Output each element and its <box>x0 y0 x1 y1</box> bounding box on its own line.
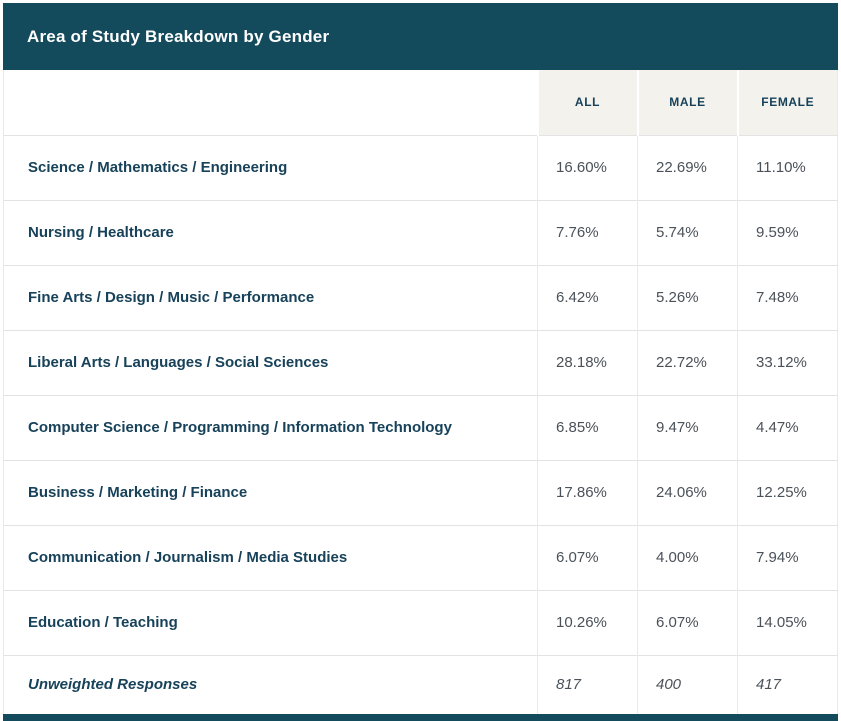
row-label: Nursing / Healthcare <box>3 199 538 265</box>
card-title-banner: Area of Study Breakdown by Gender <box>3 3 838 70</box>
value-all: 28.18% <box>537 329 638 395</box>
value-all: 6.42% <box>537 264 638 330</box>
value-female: 7.48% <box>737 264 838 330</box>
table-row: Communication / Journalism / Media Studi… <box>3 524 838 590</box>
table-row: Business / Marketing / Finance 17.86% 24… <box>3 459 838 525</box>
table-row: Fine Arts / Design / Music / Performance… <box>3 264 838 330</box>
value-all: 7.76% <box>537 199 638 265</box>
value-male: 5.26% <box>637 264 738 330</box>
value-female: 12.25% <box>737 459 838 525</box>
value-male: 6.07% <box>637 589 738 655</box>
table-row: Liberal Arts / Languages / Social Scienc… <box>3 329 838 395</box>
row-label: Science / Mathematics / Engineering <box>3 134 538 200</box>
value-all: 6.85% <box>537 394 638 460</box>
value-male: 9.47% <box>637 394 738 460</box>
value-male: 400 <box>637 654 738 714</box>
value-male: 4.00% <box>637 524 738 590</box>
table-row: Science / Mathematics / Engineering 16.6… <box>3 134 838 200</box>
column-header-row: ALL MALE FEMALE <box>3 70 838 135</box>
value-all: 17.86% <box>537 459 638 525</box>
study-breakdown-card: Area of Study Breakdown by Gender ALL MA… <box>3 3 838 721</box>
value-all: 10.26% <box>537 589 638 655</box>
value-all: 16.60% <box>537 134 638 200</box>
table-row: Computer Science / Programming / Informa… <box>3 394 838 460</box>
value-male: 22.72% <box>637 329 738 395</box>
value-male: 5.74% <box>637 199 738 265</box>
row-label: Unweighted Responses <box>3 654 538 714</box>
row-label: Business / Marketing / Finance <box>3 459 538 525</box>
study-breakdown-table: ALL MALE FEMALE Science / Mathematics / … <box>3 70 838 714</box>
column-header-female: FEMALE <box>736 70 838 135</box>
value-female: 9.59% <box>737 199 838 265</box>
value-male: 22.69% <box>637 134 738 200</box>
value-male: 24.06% <box>637 459 738 525</box>
column-header-all: ALL <box>536 70 638 135</box>
value-all: 6.07% <box>537 524 638 590</box>
value-female: 417 <box>737 654 838 714</box>
column-header-male: MALE <box>636 70 738 135</box>
value-all: 817 <box>537 654 638 714</box>
value-female: 7.94% <box>737 524 838 590</box>
row-label: Liberal Arts / Languages / Social Scienc… <box>3 329 538 395</box>
table-row: Education / Teaching 10.26% 6.07% 14.05% <box>3 589 838 655</box>
value-female: 33.12% <box>737 329 838 395</box>
row-label: Education / Teaching <box>3 589 538 655</box>
corner-cell <box>3 70 538 135</box>
value-female: 11.10% <box>737 134 838 200</box>
value-female: 4.47% <box>737 394 838 460</box>
row-label: Communication / Journalism / Media Studi… <box>3 524 538 590</box>
row-label: Computer Science / Programming / Informa… <box>3 394 538 460</box>
unweighted-responses-row: Unweighted Responses 817 400 417 <box>3 654 838 714</box>
row-label: Fine Arts / Design / Music / Performance <box>3 264 538 330</box>
value-female: 14.05% <box>737 589 838 655</box>
page-title: Area of Study Breakdown by Gender <box>27 26 330 46</box>
table-row: Nursing / Healthcare 7.76% 5.74% 9.59% <box>3 199 838 265</box>
